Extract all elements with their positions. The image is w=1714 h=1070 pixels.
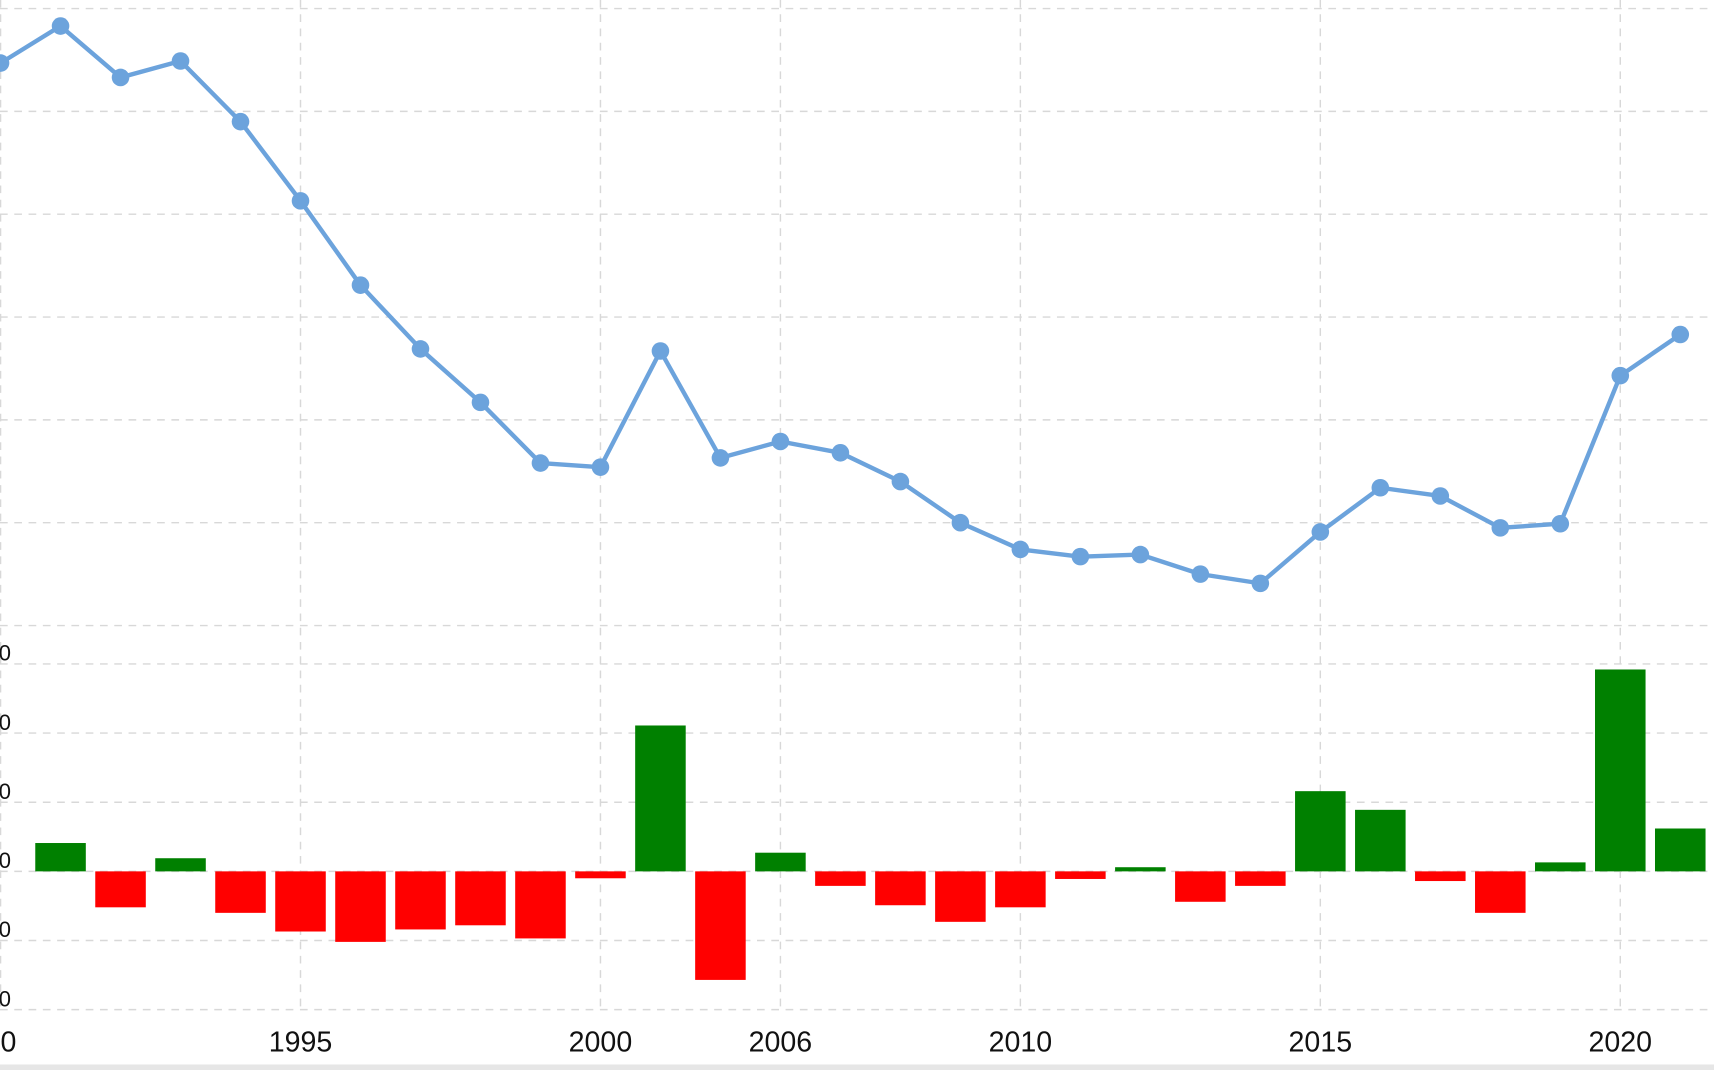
point xyxy=(1371,478,1390,497)
bar xyxy=(1235,871,1286,886)
bar xyxy=(1295,791,1346,872)
point xyxy=(1311,523,1330,541)
y-tick-label: -100 xyxy=(0,917,11,942)
bar xyxy=(515,871,566,939)
point xyxy=(651,342,670,360)
bar xyxy=(1654,828,1706,872)
bar xyxy=(395,871,446,930)
grid xyxy=(0,0,1714,1011)
point xyxy=(111,68,130,87)
point xyxy=(471,393,490,412)
x-tick-label: 2020 xyxy=(1589,1026,1653,1058)
bar xyxy=(755,852,806,872)
bar xyxy=(1115,867,1166,872)
line xyxy=(0,23,1682,586)
point xyxy=(531,454,550,472)
point xyxy=(1491,519,1510,537)
point xyxy=(171,52,190,70)
bar xyxy=(455,871,506,926)
bar xyxy=(1055,871,1106,879)
bar xyxy=(575,871,626,879)
point xyxy=(1551,514,1570,533)
bar xyxy=(1535,862,1586,872)
point xyxy=(351,276,370,294)
point xyxy=(591,458,610,476)
point xyxy=(1191,565,1210,583)
bar xyxy=(155,858,206,872)
point xyxy=(1251,574,1270,593)
x-tick-label: 2006 xyxy=(749,1026,813,1058)
bar xyxy=(695,871,746,980)
bar xyxy=(1595,669,1646,872)
bar xyxy=(95,871,146,908)
bottom-band xyxy=(0,1064,1714,1070)
x-tick-label: 2015 xyxy=(1289,1026,1353,1058)
bar xyxy=(215,871,266,913)
point xyxy=(771,432,790,451)
point xyxy=(711,449,730,467)
point xyxy=(1131,545,1150,564)
bar xyxy=(335,871,386,942)
bar xyxy=(995,871,1046,908)
x-tick-label: 90 xyxy=(0,1026,16,1058)
bar xyxy=(875,871,926,906)
bar xyxy=(275,871,326,932)
point xyxy=(411,340,430,358)
y-tick-label: -200 xyxy=(0,986,11,1011)
point xyxy=(951,513,970,532)
y-tick-label: 200 xyxy=(0,710,11,735)
point xyxy=(831,444,850,462)
y-tick-label: 100 xyxy=(0,779,11,804)
bar xyxy=(35,843,86,872)
point xyxy=(291,192,310,210)
y-tick-label: 300 xyxy=(0,641,11,666)
x-tick-label: 2000 xyxy=(569,1026,633,1058)
bar xyxy=(1415,871,1466,882)
point xyxy=(1611,366,1630,385)
point xyxy=(1431,487,1450,505)
bar xyxy=(1475,871,1526,913)
y-tick-label: 0 xyxy=(0,848,11,873)
point xyxy=(231,112,250,131)
point xyxy=(51,17,70,35)
x-tick-label: 1995 xyxy=(269,1026,333,1058)
x-tick-label: 2010 xyxy=(989,1026,1053,1058)
point xyxy=(1071,547,1090,566)
bar xyxy=(935,871,986,922)
point xyxy=(891,472,910,491)
bar xyxy=(635,725,686,872)
bar xyxy=(1355,809,1406,872)
point xyxy=(0,54,10,72)
bar xyxy=(815,871,866,886)
point xyxy=(1011,540,1030,559)
bar xyxy=(1175,871,1226,902)
point xyxy=(1671,325,1690,344)
